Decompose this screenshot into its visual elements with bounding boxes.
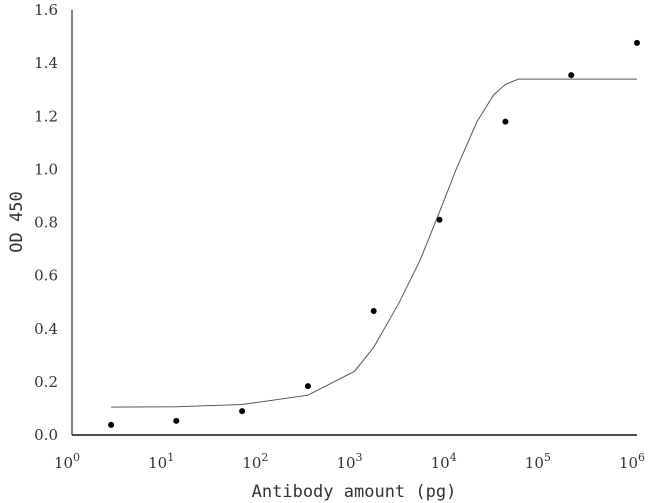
data-point — [370, 308, 377, 314]
y-tick-label: 0.8 — [34, 214, 58, 232]
y-tick-label: 0.4 — [34, 320, 58, 338]
data-point — [173, 417, 180, 424]
y-tick-label: 1.6 — [34, 1, 58, 19]
y-axis-title: OD 450 — [7, 191, 27, 252]
x-tick-label: 105 — [525, 451, 551, 472]
data-point — [108, 421, 115, 428]
data-point — [634, 39, 640, 46]
y-tick-label: 0.2 — [34, 373, 58, 391]
y-tick-label: 1.2 — [34, 107, 58, 125]
data-point — [436, 216, 443, 223]
x-tick-label: 102 — [242, 451, 268, 472]
y-tick-labels: 0.0 0.2 0.4 0.6 0.8 1.0 1.2 1.4 1.6 — [34, 1, 58, 444]
fit-curve — [111, 78, 637, 408]
data-point — [239, 408, 246, 415]
data-point — [568, 72, 575, 79]
data-point — [304, 383, 311, 390]
y-tick-label: 1.4 — [34, 54, 58, 72]
x-axis-title: Antibody amount (pg) — [252, 482, 457, 502]
data-point — [502, 118, 509, 125]
x-tick-label: 101 — [148, 451, 174, 472]
y-tick-label: 0.6 — [34, 267, 58, 285]
y-tick-label: 1.0 — [34, 160, 58, 178]
x-tick-label: 103 — [336, 451, 362, 472]
x-tick-label: 104 — [431, 451, 457, 472]
x-tick-label: 100 — [54, 451, 80, 472]
data-points — [108, 39, 640, 428]
plot-area — [71, 10, 640, 436]
x-tick-labels: 100 101 102 103 104 105 106 — [54, 451, 645, 472]
x-tick-label: 106 — [619, 451, 645, 472]
y-tick-label: 0.0 — [34, 426, 58, 444]
